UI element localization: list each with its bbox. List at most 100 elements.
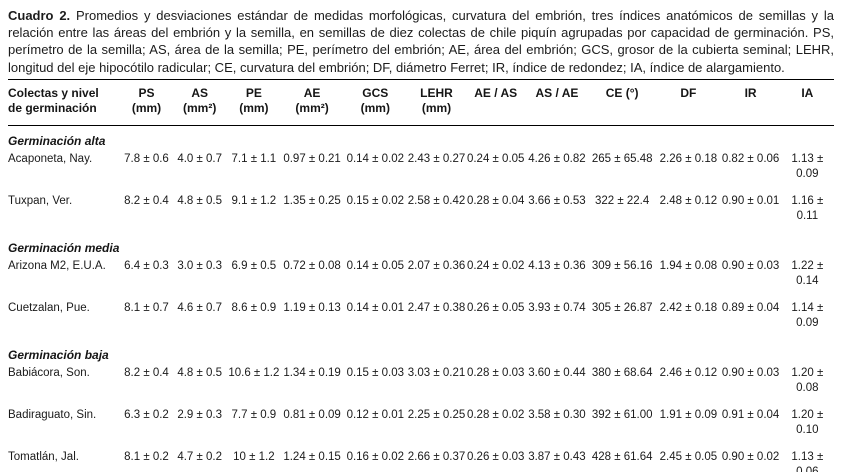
column-header-line: Colectas y nivel bbox=[8, 85, 99, 100]
cell: 1.94 ± 0.08 bbox=[659, 259, 718, 272]
table-row: Badiraguato, Sin. 6.3 ± 0.2 2.9 ± 0.3 7.7 ±… bbox=[8, 405, 834, 447]
column-header-pe: PE (mm) bbox=[226, 79, 281, 126]
cell: 2.45 ± 0.05 bbox=[659, 450, 718, 463]
cell: 2.25 ± 0.25 bbox=[407, 408, 466, 421]
table-row: Arizona M2, E.U.A. 6.4 ± 0.3 3.0 ± 0.3 6.9 … bbox=[8, 256, 834, 298]
table-row: Tomatlán, Jal. 8.1 ± 0.2 4.7 ± 0.2 10 ± 1.2… bbox=[8, 447, 834, 472]
column-header-name: Colectas y nivel de germinación bbox=[8, 79, 121, 126]
cell: 322 ± 22.4 bbox=[595, 194, 650, 207]
cell: 4.7 ± 0.2 bbox=[177, 450, 223, 463]
column-header-ae-as: AE / AS bbox=[465, 79, 526, 126]
row-label: Tuxpan, Ver. bbox=[8, 194, 73, 207]
column-header-df: DF bbox=[656, 79, 721, 126]
cell: 2.48 ± 0.12 bbox=[659, 194, 718, 207]
cell: 0.89 ± 0.04 bbox=[721, 301, 780, 314]
cell: 2.46 ± 0.12 bbox=[659, 366, 718, 379]
cell: 7.1 ± 1.1 bbox=[231, 152, 277, 165]
table-header-row: Colectas y nivel de germinación PS (mm) AS (m… bbox=[8, 79, 834, 126]
cell: 4.13 ± 0.36 bbox=[528, 259, 586, 272]
cell: 0.16 ± 0.02 bbox=[346, 450, 405, 463]
cell: 0.28 ± 0.04 bbox=[466, 194, 525, 207]
cell: 0.24 ± 0.05 bbox=[466, 152, 525, 165]
cell: 0.12 ± 0.01 bbox=[346, 408, 405, 421]
cell: 3.03 ± 0.21 bbox=[407, 366, 466, 379]
cell: 1.13 ± 0.06 bbox=[791, 450, 824, 472]
table-caption-label: Cuadro 2. bbox=[8, 8, 71, 23]
column-header-line: LEHR bbox=[420, 85, 453, 100]
cell: 2.42 ± 0.18 bbox=[659, 301, 718, 314]
cell: 6.3 ± 0.2 bbox=[124, 408, 169, 421]
cell: 2.66 ± 0.37 bbox=[407, 450, 466, 463]
column-header-lehr: LEHR (mm) bbox=[407, 79, 466, 126]
cell: 0.15 ± 0.03 bbox=[346, 366, 405, 379]
cell: 0.90 ± 0.01 bbox=[721, 194, 780, 207]
table-row: Tuxpan, Ver. 8.2 ± 0.4 4.8 ± 0.5 9.1 ± 1.2 1… bbox=[8, 191, 834, 233]
table-caption: Cuadro 2. Promedios y desviaciones están… bbox=[8, 7, 834, 76]
section-header-row: Germinación alta bbox=[8, 125, 834, 149]
row-label: Tomatlán, Jal. bbox=[8, 450, 79, 463]
cell: 7.8 ± 0.6 bbox=[124, 152, 169, 165]
table-caption-text: Promedios y desviaciones estándar de med… bbox=[8, 8, 834, 75]
column-header-line: IA bbox=[801, 85, 814, 100]
column-header-line: AS bbox=[191, 85, 209, 100]
row-label: Arizona M2, E.U.A. bbox=[8, 259, 106, 272]
cell: 0.15 ± 0.02 bbox=[346, 194, 405, 207]
cell: 6.9 ± 0.5 bbox=[231, 259, 277, 272]
cell: 0.90 ± 0.03 bbox=[721, 366, 780, 379]
cell: 1.14 ± 0.09 bbox=[791, 301, 824, 330]
cell: 305 ± 26.87 bbox=[591, 301, 653, 314]
column-header-line: PS bbox=[138, 85, 155, 100]
cell: 0.14 ± 0.02 bbox=[346, 152, 405, 165]
row-label: Acaponeta, Nay. bbox=[8, 152, 93, 165]
cell: 10 ± 1.2 bbox=[233, 450, 275, 463]
cell: 1.20 ± 0.10 bbox=[791, 408, 824, 437]
cell: 1.91 ± 0.09 bbox=[659, 408, 718, 421]
cell: 3.87 ± 0.43 bbox=[528, 450, 586, 463]
cell: 1.19 ± 0.13 bbox=[283, 301, 341, 314]
cell: 265 ± 65.48 bbox=[591, 152, 653, 165]
cell: 4.8 ± 0.5 bbox=[177, 194, 223, 207]
cell: 1.13 ± 0.09 bbox=[791, 152, 824, 181]
column-header-line: (mm) bbox=[239, 100, 269, 115]
column-header-ce: CE (°) bbox=[588, 79, 657, 126]
table-row: Cuetzalan, Pue. 8.1 ± 0.7 4.6 ± 0.7 8.6 ± 0… bbox=[8, 298, 834, 340]
cell: 6.4 ± 0.3 bbox=[124, 259, 169, 272]
cell: 10.6 ± 1.2 bbox=[228, 366, 280, 379]
column-header-ae: AE (mm²) bbox=[280, 79, 344, 126]
cell: 4.8 ± 0.5 bbox=[177, 366, 223, 379]
table-row: Babiácora, Son. 8.2 ± 0.4 4.8 ± 0.5 10.6 ± … bbox=[8, 363, 834, 405]
column-header-line: GCS bbox=[362, 85, 389, 100]
cell: 0.28 ± 0.03 bbox=[466, 366, 525, 379]
section-header-row: Germinación media bbox=[8, 233, 834, 256]
cell: 0.82 ± 0.06 bbox=[721, 152, 780, 165]
cell: 8.1 ± 0.7 bbox=[124, 301, 169, 314]
cell: 1.35 ± 0.25 bbox=[283, 194, 341, 207]
section-title: Germinación media bbox=[8, 240, 120, 255]
cell: 7.7 ± 0.9 bbox=[231, 408, 277, 421]
cell: 0.91 ± 0.04 bbox=[721, 408, 780, 421]
table-row: Acaponeta, Nay. 7.8 ± 0.6 4.0 ± 0.7 7.1 ± 1… bbox=[8, 149, 834, 191]
cell: 3.0 ± 0.3 bbox=[177, 259, 223, 272]
column-header-line: AE bbox=[303, 85, 321, 100]
cell: 4.0 ± 0.7 bbox=[177, 152, 223, 165]
cell: 1.24 ± 0.15 bbox=[283, 450, 341, 463]
cell: 0.90 ± 0.03 bbox=[721, 259, 780, 272]
cell: 0.26 ± 0.03 bbox=[466, 450, 525, 463]
cell: 392 ± 61.00 bbox=[591, 408, 653, 421]
column-header-line: (mm²) bbox=[183, 100, 217, 115]
column-header-line: (mm) bbox=[360, 100, 390, 115]
cell: 380 ± 68.64 bbox=[591, 366, 653, 379]
column-header-line: AS / AE bbox=[535, 85, 579, 100]
section-title: Germinación baja bbox=[8, 347, 109, 362]
cell: 2.47 ± 0.38 bbox=[407, 301, 466, 314]
cell: 8.6 ± 0.9 bbox=[231, 301, 277, 314]
cell: 3.66 ± 0.53 bbox=[528, 194, 586, 207]
cell: 0.28 ± 0.02 bbox=[466, 408, 525, 421]
cell: 3.58 ± 0.30 bbox=[528, 408, 586, 421]
cell: 1.22 ± 0.14 bbox=[791, 259, 824, 288]
cell: 3.60 ± 0.44 bbox=[528, 366, 586, 379]
column-header-gcs: GCS (mm) bbox=[343, 79, 408, 126]
cell: 0.81 ± 0.09 bbox=[283, 408, 341, 421]
cell: 1.20 ± 0.08 bbox=[791, 366, 824, 395]
